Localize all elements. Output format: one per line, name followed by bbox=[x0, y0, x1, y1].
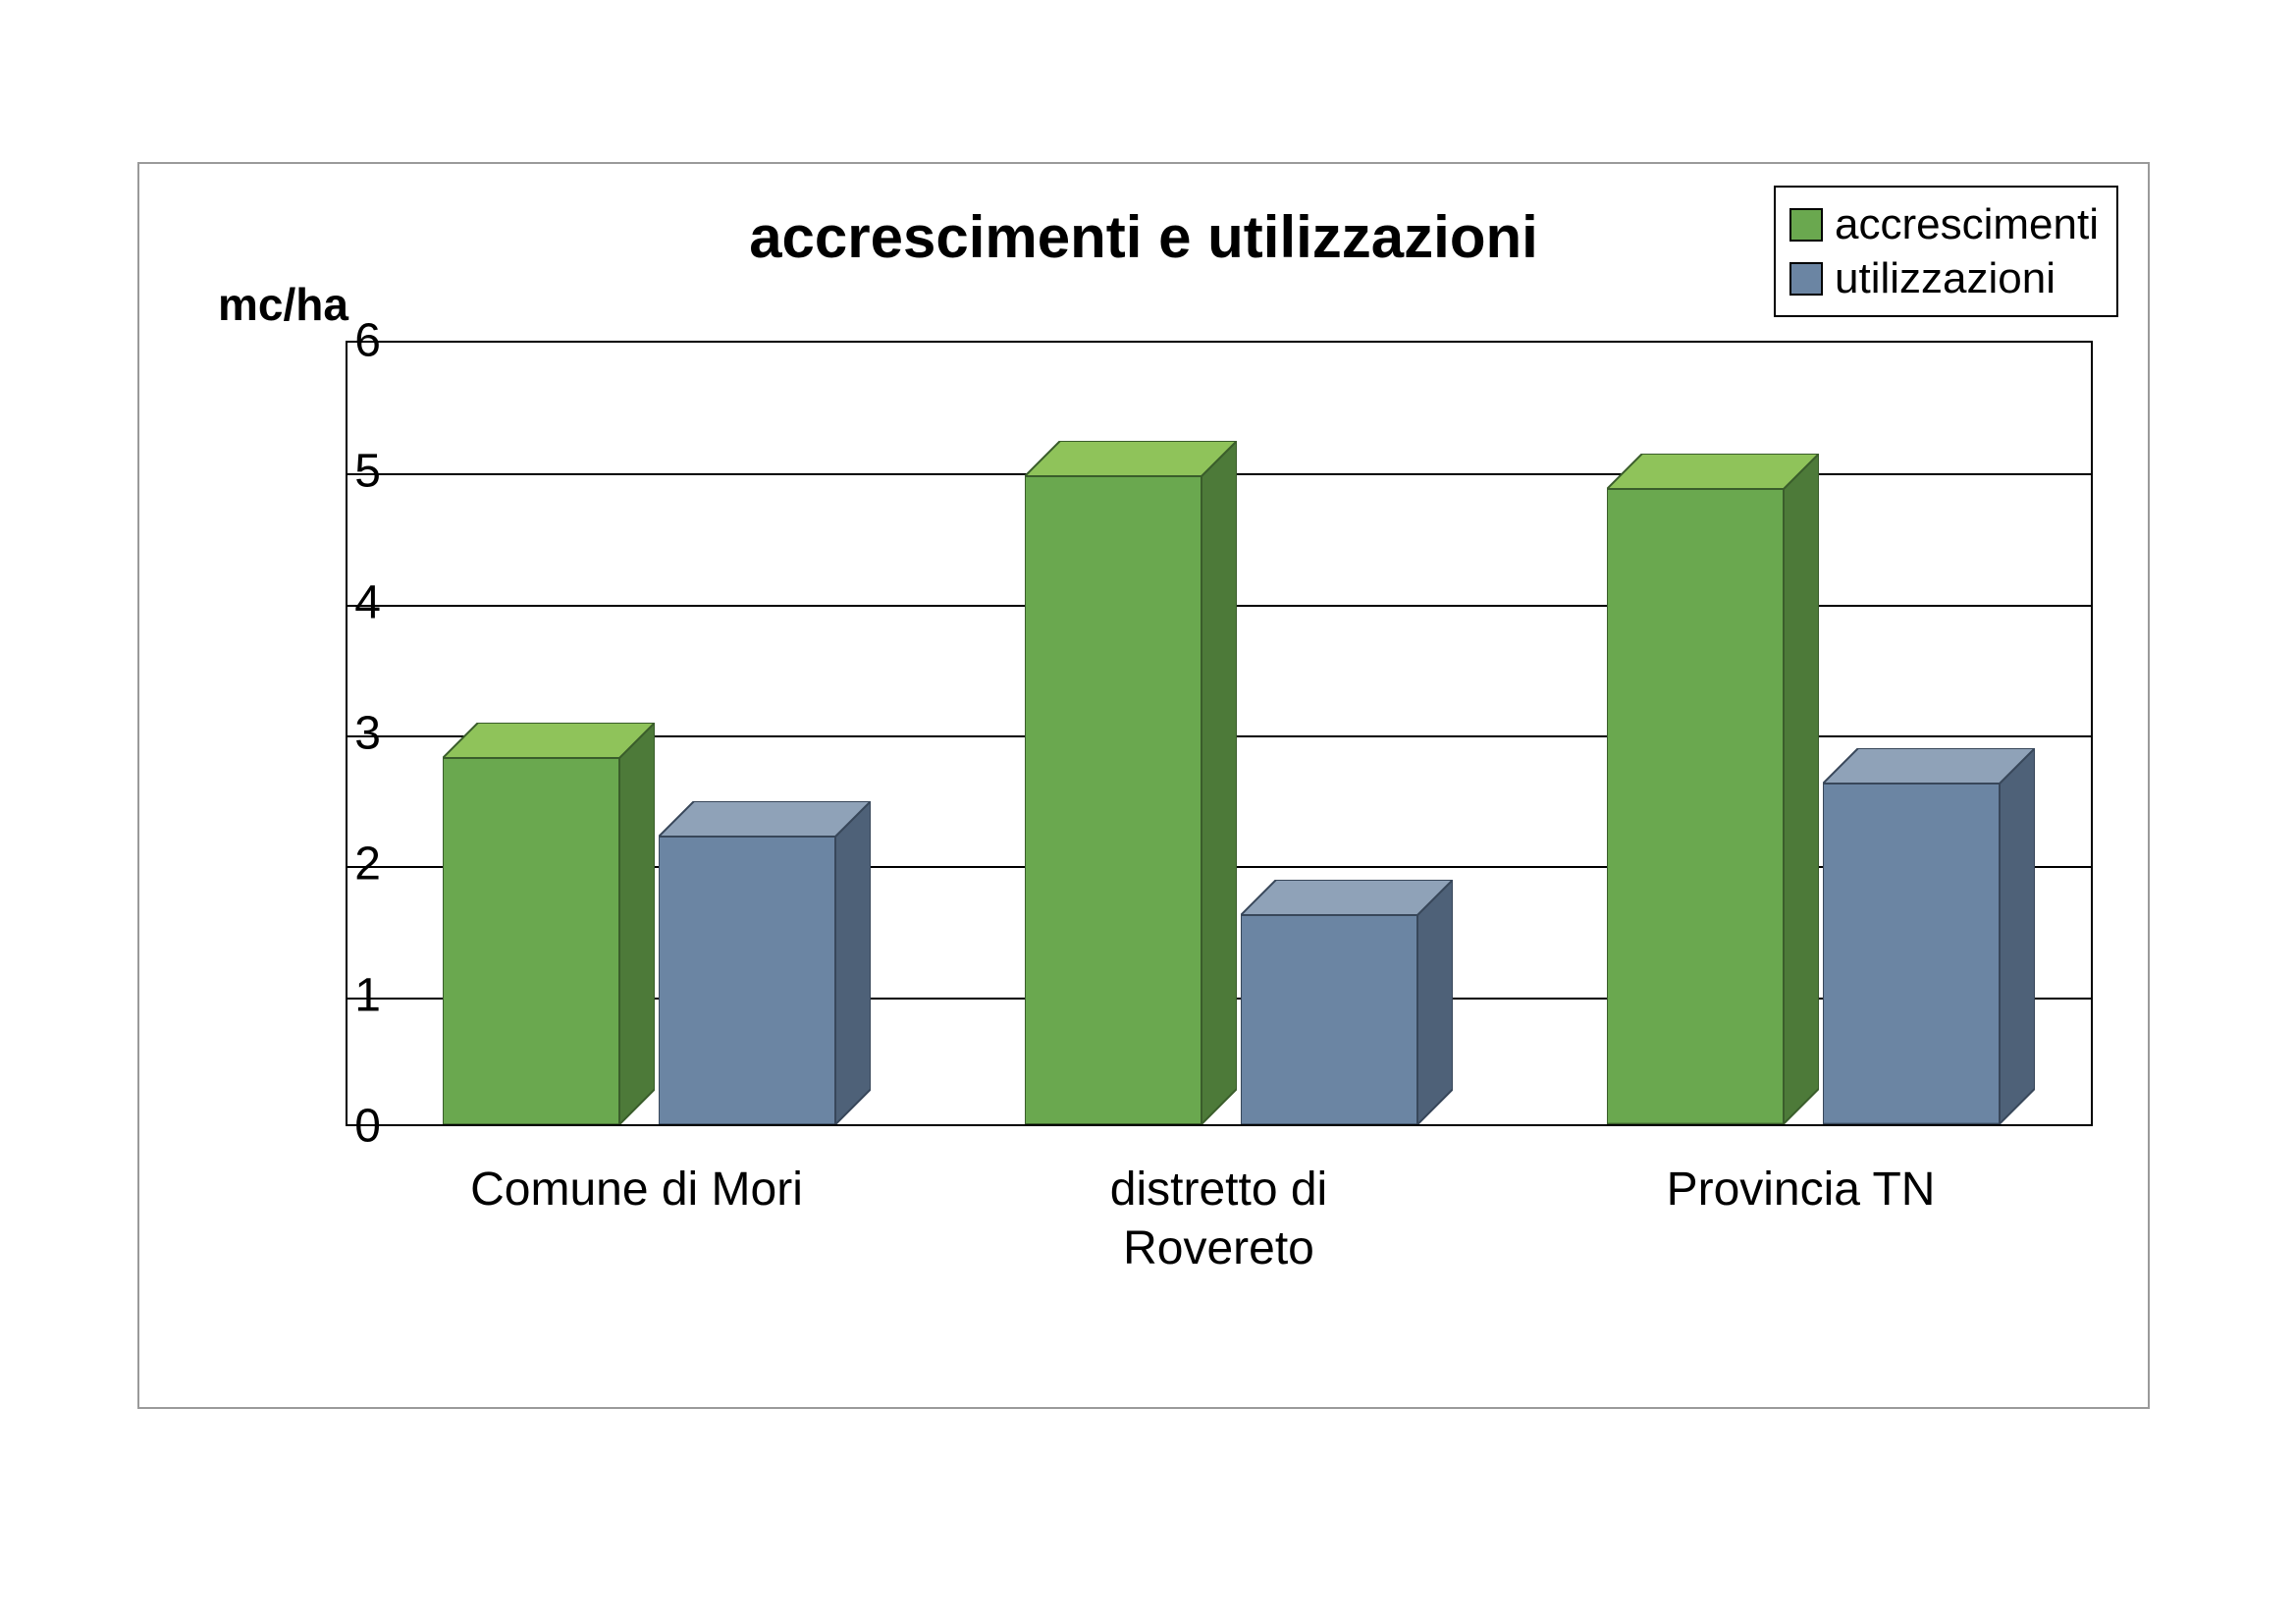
bar-accrescimenti bbox=[443, 723, 655, 1124]
legend-label: accrescimenti bbox=[1835, 197, 2099, 251]
y-tick-label: 3 bbox=[302, 707, 381, 761]
page: accrescimenti e utilizzazioni mc/ha accr… bbox=[0, 0, 2296, 1624]
legend-item-accrescimenti: accrescimenti bbox=[1789, 197, 2099, 251]
bar-utilizzazioni bbox=[1823, 748, 2035, 1124]
chart-frame: accrescimenti e utilizzazioni mc/ha accr… bbox=[137, 162, 2150, 1409]
y-tick-label: 2 bbox=[302, 838, 381, 892]
bar-utilizzazioni bbox=[659, 801, 871, 1124]
x-axis-labels: Comune di Moridistretto diRoveretoProvin… bbox=[346, 1161, 2093, 1357]
y-tick-label: 5 bbox=[302, 445, 381, 499]
bar-accrescimenti bbox=[1025, 441, 1237, 1124]
legend-label: utilizzazioni bbox=[1835, 251, 2056, 305]
y-tick-label: 4 bbox=[302, 575, 381, 629]
x-tick-label: Provincia TN bbox=[1510, 1161, 2092, 1219]
legend-swatch-icon bbox=[1789, 262, 1823, 296]
x-tick-label: distretto diRovereto bbox=[928, 1161, 1510, 1278]
legend: accrescimenti utilizzazioni bbox=[1774, 186, 2118, 317]
plot-area bbox=[346, 341, 2093, 1126]
legend-swatch-icon bbox=[1789, 208, 1823, 242]
y-tick-label: 0 bbox=[302, 1100, 381, 1154]
y-tick-label: 6 bbox=[302, 314, 381, 368]
legend-item-utilizzazioni: utilizzazioni bbox=[1789, 251, 2099, 305]
bar-utilizzazioni bbox=[1241, 880, 1453, 1124]
y-tick-label: 1 bbox=[302, 968, 381, 1022]
bar-accrescimenti bbox=[1607, 454, 1819, 1124]
x-tick-label: Comune di Mori bbox=[346, 1161, 928, 1219]
